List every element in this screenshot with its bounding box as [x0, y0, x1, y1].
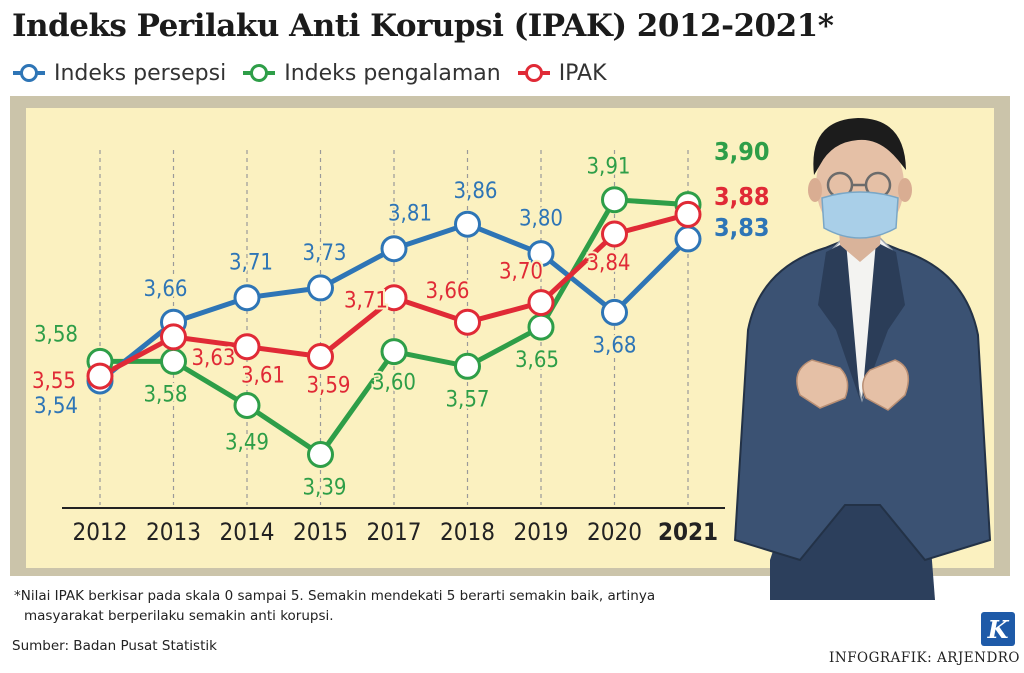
footnote-line-2: masyarakat berperilaku semakin anti koru… — [24, 608, 334, 624]
chart-title: Indeks Perilaku Anti Korupsi (IPAK) 2012… — [12, 8, 834, 44]
data-point-pengalaman-2020 — [601, 186, 628, 214]
data-label-ipak-2014: 3,61 — [241, 364, 285, 389]
data-label-persepsi-2013: 3,66 — [143, 277, 187, 302]
data-label-ipak-2015: 3,59 — [306, 374, 350, 399]
data-point-persepsi-2014 — [233, 284, 261, 312]
person-illustration — [733, 118, 992, 600]
legend-item-pengalaman: Indeks pengalaman — [242, 60, 501, 86]
legend-label-pengalaman: Indeks pengalaman — [284, 60, 501, 86]
data-point-persepsi-2020 — [601, 298, 628, 326]
data-point-pengalaman-2017 — [380, 338, 408, 366]
footnote: *Nilai IPAK berkisar pada skala 0 sampai… — [14, 586, 714, 626]
data-label-pengalaman-2012: 3,58 — [34, 322, 78, 347]
data-label-pengalaman-2017: 3,60 — [372, 371, 416, 396]
x-tick-label-2018: 2018 — [440, 518, 495, 546]
data-label-ipak-2013: 3,63 — [191, 346, 235, 371]
legend-marker-persepsi — [13, 64, 45, 82]
data-label-ipak-2021: 3,88 — [714, 182, 770, 211]
publisher-logo: K — [981, 612, 1015, 646]
data-point-ipak-2019 — [527, 289, 555, 317]
data-point-ipak-2013 — [160, 323, 187, 351]
x-tick-label-2014: 2014 — [220, 518, 275, 546]
data-label-persepsi-2012: 3,54 — [34, 394, 78, 419]
data-point-persepsi-2019 — [527, 240, 555, 268]
data-label-ipak-2018: 3,66 — [425, 279, 469, 304]
data-point-persepsi-2021 — [674, 225, 702, 253]
data-label-pengalaman-2019: 3,65 — [515, 348, 559, 373]
data-label-ipak-2017: 3,71 — [344, 289, 388, 314]
data-label-persepsi-2015: 3,73 — [302, 241, 346, 266]
legend: Indeks persepsi Indeks pengalaman IPAK — [12, 58, 607, 88]
source-note: Sumber: Badan Pusat Statistik — [12, 638, 217, 654]
data-label-ipak-2020: 3,84 — [586, 251, 630, 276]
data-label-ipak-2012: 3,55 — [32, 369, 76, 394]
data-point-persepsi-2017 — [380, 235, 408, 263]
x-tick-label-2021: 2021 — [658, 518, 718, 546]
line-chart: 2012 2013 2014 2015 2017 2018 2019 2020 2021 3,58… — [30, 118, 992, 600]
legend-item-persepsi: Indeks persepsi — [12, 61, 226, 86]
data-point-persepsi-2018 — [454, 210, 481, 238]
data-label-persepsi-2020: 3,68 — [592, 333, 636, 358]
data-point-pengalaman-2014 — [233, 392, 261, 419]
data-point-ipak-2020 — [601, 220, 628, 248]
data-point-pengalaman-2013 — [160, 347, 187, 375]
x-tick-label-2013: 2013 — [146, 518, 201, 546]
data-point-ipak-2014 — [233, 333, 261, 361]
data-label-persepsi-2019: 3,80 — [519, 207, 563, 232]
data-point-ipak-2017 — [380, 284, 408, 312]
data-label-persepsi-2014: 3,71 — [229, 251, 273, 276]
legend-marker-pengalaman — [243, 64, 276, 82]
data-point-ipak-2015 — [307, 343, 334, 370]
data-label-pengalaman-2014: 3,49 — [225, 431, 269, 456]
data-point-ipak-2021 — [674, 200, 702, 228]
x-tick-label-2020: 2020 — [587, 518, 642, 546]
legend-marker-ipak — [517, 64, 550, 82]
x-tick-label-2012: 2012 — [73, 518, 128, 546]
data-point-ipak-2018 — [454, 308, 481, 336]
data-point-ipak-2012 — [86, 362, 114, 390]
data-label-persepsi-2018: 3,86 — [453, 179, 497, 204]
data-label-pengalaman-2013: 3,58 — [143, 382, 187, 407]
data-label-pengalaman-2015: 3,39 — [302, 476, 346, 501]
data-label-pengalaman-2018: 3,57 — [445, 387, 489, 412]
footnote-line-1: *Nilai IPAK berkisar pada skala 0 sampai… — [14, 588, 656, 604]
legend-label-ipak: IPAK — [558, 60, 607, 86]
data-point-persepsi-2015 — [307, 274, 334, 302]
data-label-pengalaman-2021: 3,90 — [714, 137, 770, 166]
data-point-pengalaman-2019 — [527, 313, 555, 341]
data-label-persepsi-2021: 3,83 — [714, 213, 770, 242]
data-label-persepsi-2017: 3,81 — [388, 202, 432, 227]
infographic-credit: INFOGRAFIK: ARJENDRO — [829, 650, 1020, 666]
data-point-pengalaman-2018 — [454, 352, 481, 380]
data-label-pengalaman-2020: 3,91 — [586, 155, 630, 180]
x-tick-label-2015: 2015 — [293, 518, 348, 546]
x-tick-label-2017: 2017 — [367, 518, 422, 546]
data-point-pengalaman-2015 — [307, 441, 334, 468]
legend-item-ipak: IPAK — [517, 61, 607, 86]
x-tick-label-2019: 2019 — [514, 518, 569, 546]
legend-label-persepsi: Indeks persepsi — [54, 60, 227, 86]
data-label-ipak-2019: 3,70 — [499, 260, 543, 285]
